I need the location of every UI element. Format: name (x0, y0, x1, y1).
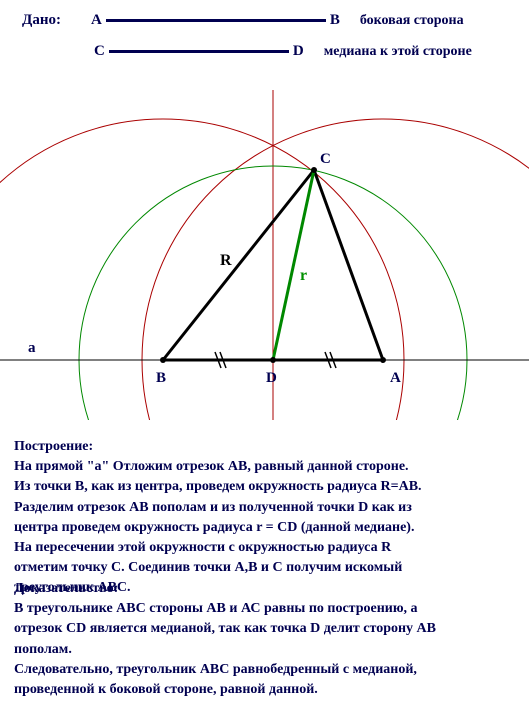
construction-line: центра проведем окружность радиуса r = C… (14, 519, 515, 537)
svg-text:D: D (266, 370, 277, 386)
construction-line: Из точки В, как из центра, проведем окру… (14, 478, 515, 496)
svg-text:r: r (300, 267, 307, 284)
diagram-svg: B D A Ca Rr (0, 90, 529, 420)
segment-ab-left: A (91, 12, 102, 29)
given-section: Дано: A B боковая сторона C D медиана к … (22, 12, 519, 60)
geometry-diagram: B D A Ca Rr (0, 90, 529, 420)
proof-text: Доказательство: В треугольнике АВС сторо… (14, 580, 515, 701)
segment-ab-desc: боковая сторона (360, 13, 464, 29)
segment-ab-row: A B боковая сторона (91, 12, 464, 29)
construction-line: На прямой "а" Отложим отрезок АВ, равный… (14, 458, 515, 476)
svg-text:A: A (390, 370, 401, 386)
svg-text:R: R (220, 252, 232, 269)
given-label: Дано: (22, 12, 61, 29)
proof-line: отрезок CD является медианой, так как то… (14, 620, 515, 638)
segment-cd-desc: медиана к этой стороне (324, 44, 472, 60)
proof-line: проведенной к боковой стороне, равной да… (14, 681, 515, 699)
svg-text:C: C (320, 151, 331, 167)
construction-line: Разделим отрезок АВ пополам и из получен… (14, 499, 515, 517)
svg-text:a: a (28, 340, 36, 356)
segment-cd-right: D (293, 43, 304, 60)
proof-title: Доказательство: (14, 580, 515, 598)
svg-text:B: B (156, 370, 166, 386)
proof-line: В треугольнике АВС стороны АВ и АС равны… (14, 600, 515, 618)
proof-line: пополам. (14, 641, 515, 659)
proof-line: Следовательно, треугольник АВС равнобедр… (14, 661, 515, 679)
segment-cd-left: C (94, 43, 105, 60)
segment-ab-right: B (330, 12, 340, 29)
construction-line: отметим точку С. Соединив точки А,В и С … (14, 559, 515, 577)
segment-cd-line (109, 50, 289, 53)
segment-cd-row: C D медиана к этой стороне (94, 43, 472, 60)
construction-title: Построение: (14, 438, 515, 456)
segment-ab-line (106, 19, 326, 22)
construction-line: На пересечении этой окружности с окружно… (14, 539, 515, 557)
construction-text: Построение: На прямой "а" Отложим отрезо… (14, 438, 515, 600)
